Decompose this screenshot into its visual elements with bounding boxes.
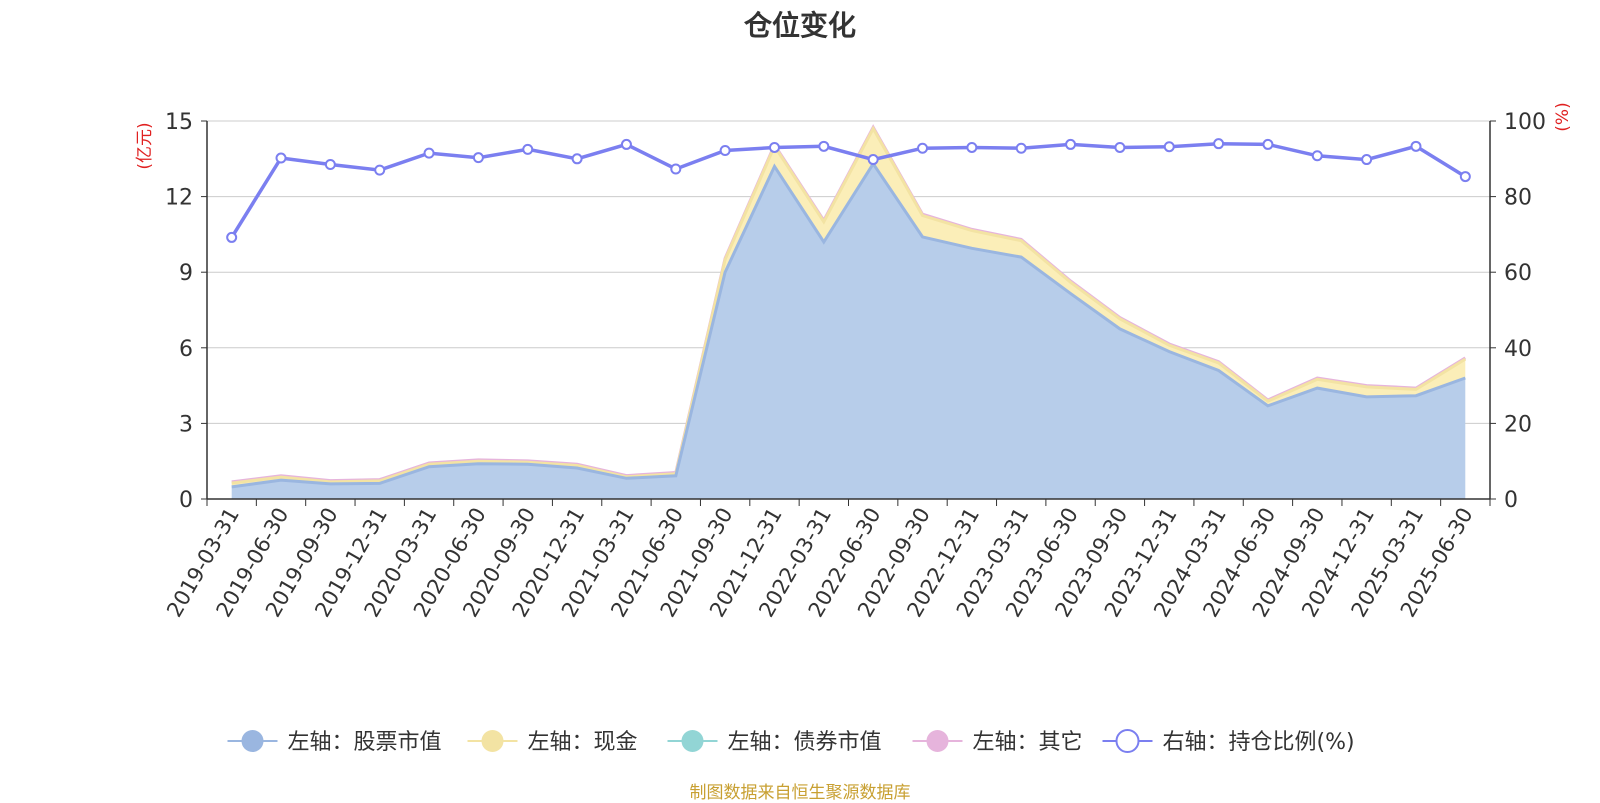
legend-marker (481, 730, 504, 752)
y-right-unit-label: (%) (1553, 102, 1573, 131)
ratio-point (818, 140, 830, 152)
ratio-point (472, 152, 484, 164)
data-source-note: 制图数据来自恒生聚源数据库 (689, 783, 911, 803)
ratio-point (1015, 142, 1027, 154)
y-right-tick-label: 20 (1504, 412, 1532, 437)
legend-label: 右轴：持仓比例(%) (1163, 730, 1355, 755)
legend-label: 左轴：债券市值 (728, 730, 882, 755)
ratio-point (1065, 138, 1077, 150)
y-right-tick-label: 0 (1504, 488, 1518, 513)
y-left-unit-label: (亿元) (135, 122, 155, 169)
y-left-tick-label: 9 (179, 261, 193, 286)
ratio-point (1311, 150, 1323, 162)
y-right-tick-label: 80 (1504, 186, 1532, 211)
ratio-point (966, 141, 978, 153)
y-left-tick-label: 0 (179, 488, 193, 513)
y-left-tick-label: 6 (179, 337, 193, 362)
ratio-point (867, 154, 879, 166)
area-line-2 (231, 125, 1467, 485)
legend-label: 左轴：现金 (528, 730, 638, 755)
ratio-point (917, 142, 929, 154)
ratio-line (230, 141, 1467, 239)
legend-label: 左轴：股票市值 (288, 730, 442, 755)
ratio-point (1163, 141, 1175, 153)
legend-marker (926, 730, 949, 752)
legend-marker (1115, 729, 1140, 753)
ratio-point (275, 152, 287, 164)
ratio-point (1410, 140, 1422, 152)
y-right-tick-label: 40 (1504, 337, 1532, 362)
legend-marker (681, 730, 704, 752)
area-1 (231, 163, 1466, 500)
y-left-tick-label: 12 (165, 186, 193, 211)
ratio-point (620, 138, 632, 150)
ratio-point (719, 144, 731, 156)
legend-label: 左轴：其它 (973, 730, 1083, 755)
y-left-tick-label: 15 (165, 110, 193, 135)
ratio-point (571, 153, 583, 165)
chart-title: 仓位变化 (743, 9, 856, 42)
ratio-point (226, 231, 238, 243)
ratio-point (522, 143, 534, 155)
area-line-1 (231, 161, 1466, 489)
ratio-point (1262, 138, 1274, 150)
ratio-point (1213, 138, 1225, 150)
legend-marker (241, 730, 264, 752)
y-right-tick-label: 60 (1504, 261, 1532, 286)
ratio-point (423, 147, 435, 159)
ratio-point (768, 141, 780, 153)
ratio-point (324, 158, 336, 170)
ratio-point (374, 164, 386, 176)
y-left-tick-label: 3 (179, 412, 193, 437)
ratio-point (1361, 154, 1373, 166)
ratio-point (1459, 171, 1471, 183)
ratio-point (1114, 141, 1126, 153)
ratio-point (670, 163, 682, 175)
y-right-tick-label: 100 (1504, 110, 1546, 135)
